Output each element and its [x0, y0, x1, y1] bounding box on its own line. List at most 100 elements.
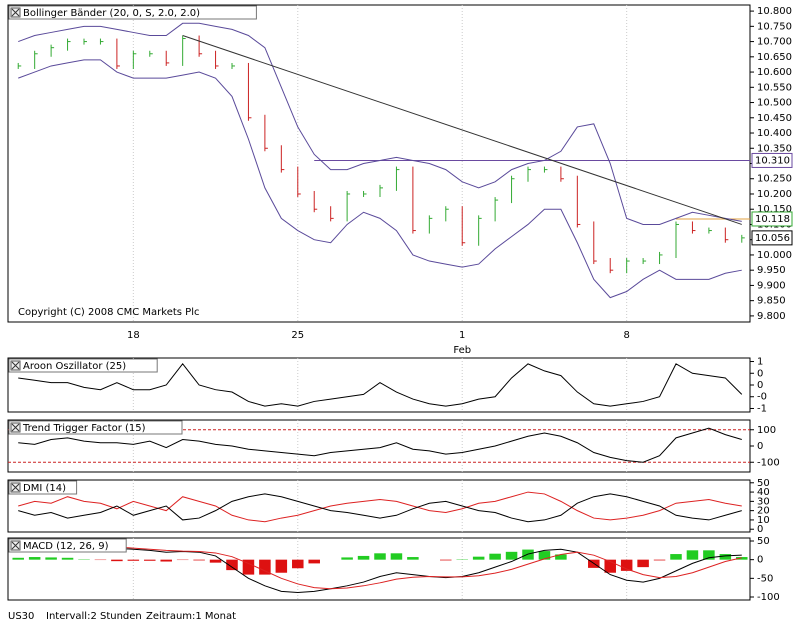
histogram-bar [653, 559, 666, 561]
y-tick-label: 10 [757, 515, 770, 526]
histogram-bar [637, 559, 649, 568]
y-tick-label: -100 [757, 592, 780, 603]
x-tick-label: 18 [127, 330, 140, 341]
histogram-bar [357, 555, 370, 560]
y-tick-label: 1 [757, 357, 763, 368]
y-tick-label: 40 [757, 487, 770, 498]
histogram-bar [61, 557, 74, 560]
panel-title: MACD (12, 26, 9) [23, 541, 109, 552]
y-tick-label: 10.450 [757, 113, 792, 124]
panel-title: Trend Trigger Factor (15) [22, 423, 146, 434]
histogram-bar [259, 559, 271, 575]
panel [7, 4, 751, 323]
x-axis-label: Feb [453, 345, 471, 356]
x-tick-label: 1 [459, 330, 465, 341]
histogram-bar [12, 557, 24, 560]
indicator-line [18, 427, 742, 463]
price-label-box [751, 152, 793, 168]
y-tick-label: 10.650 [757, 52, 792, 63]
y-tick-label: 10.250 [757, 174, 792, 185]
symbol: US30 [8, 611, 34, 622]
histogram-bar [144, 559, 156, 561]
histogram-bar [111, 559, 123, 562]
y-tick-label: -100 [757, 457, 780, 468]
price-label-box [751, 211, 793, 227]
y-tick-label: 9.800 [757, 311, 786, 322]
histogram-bar [620, 559, 633, 571]
histogram-bar [538, 551, 551, 560]
price-label-box [751, 230, 793, 246]
panel-title: Aroon Oszillator (25) [23, 361, 126, 372]
y-tick-label: 9.950 [757, 265, 786, 276]
y-tick-label: 0 [757, 441, 763, 452]
close-icon [11, 8, 20, 17]
y-tick-label: 10.600 [757, 67, 792, 78]
close-icon [11, 541, 20, 550]
histogram-bar [292, 559, 304, 569]
panel-title-box [8, 480, 78, 495]
indicator-line [18, 544, 742, 594]
panel-title-box [8, 420, 183, 435]
histogram-bar [472, 556, 485, 560]
price-label: 10.118 [755, 214, 790, 225]
histogram-bar [686, 550, 699, 560]
panel-title: Bollinger Bänder (20, 0, S, 2.0, 2.0) [23, 8, 200, 19]
y-tick-label: 10.400 [757, 128, 792, 139]
histogram-bar [489, 553, 501, 560]
histogram-bar [242, 559, 255, 575]
histogram-bar [390, 553, 403, 560]
close-icon [11, 361, 20, 370]
price-label: 10.310 [755, 155, 790, 166]
y-tick-label: 9.850 [757, 296, 786, 307]
panel-title-box [8, 5, 257, 20]
histogram-bar [440, 559, 452, 561]
close-icon [11, 483, 20, 492]
y-tick-label: 0 [757, 555, 763, 566]
histogram-bar [555, 554, 567, 560]
histogram-bar [45, 557, 57, 560]
histogram-bar [522, 549, 534, 560]
y-tick-label: 0 [757, 524, 763, 535]
histogram-bar [226, 559, 238, 571]
y-tick-label: -1 [757, 403, 767, 414]
histogram-bar [209, 559, 222, 563]
upper-band [18, 22, 742, 225]
indicator-line [18, 491, 742, 523]
lower-band [18, 59, 742, 299]
y-tick-label: 10.700 [757, 37, 792, 48]
panel-title-box [8, 538, 127, 553]
y-tick-label: -0 [757, 392, 767, 403]
histogram-bar [703, 550, 715, 560]
x-tick-label: 8 [623, 330, 629, 341]
price-label: 10.056 [755, 233, 790, 244]
y-tick-label: 10.800 [757, 6, 792, 17]
panel-title: DMI (14) [23, 483, 66, 494]
panel-title-box [8, 358, 158, 373]
y-tick-label: 50 [757, 478, 770, 489]
histogram-bar [736, 557, 748, 560]
y-tick-label: 10.350 [757, 143, 792, 154]
y-tick-label: 0 [757, 380, 763, 391]
y-tick-label: 0 [757, 368, 763, 379]
panel [7, 479, 751, 533]
y-tick-label: 10.000 [757, 250, 792, 261]
y-tick-label: -50 [757, 573, 773, 584]
y-tick-label: 10.550 [757, 82, 792, 93]
trendline [182, 35, 742, 225]
close-icon [11, 423, 20, 432]
y-tick-label: 100 [757, 425, 776, 436]
histogram-bar [193, 559, 205, 561]
histogram-bar [28, 557, 41, 560]
y-tick-label: 9.900 [757, 280, 786, 291]
indicator-line [18, 493, 742, 523]
y-tick-label: 10.750 [757, 21, 792, 32]
interval: Intervall:2 Stunden [46, 611, 142, 622]
y-tick-label: 20 [757, 506, 770, 517]
x-tick-label: 25 [291, 330, 304, 341]
indicator-line [18, 363, 743, 407]
histogram-bar [670, 554, 682, 560]
copyright: Copyright (C) 2008 CMC Markets Plc [18, 307, 199, 318]
histogram-bar [604, 559, 616, 573]
histogram-bar [308, 559, 320, 564]
histogram-bar [374, 553, 386, 560]
